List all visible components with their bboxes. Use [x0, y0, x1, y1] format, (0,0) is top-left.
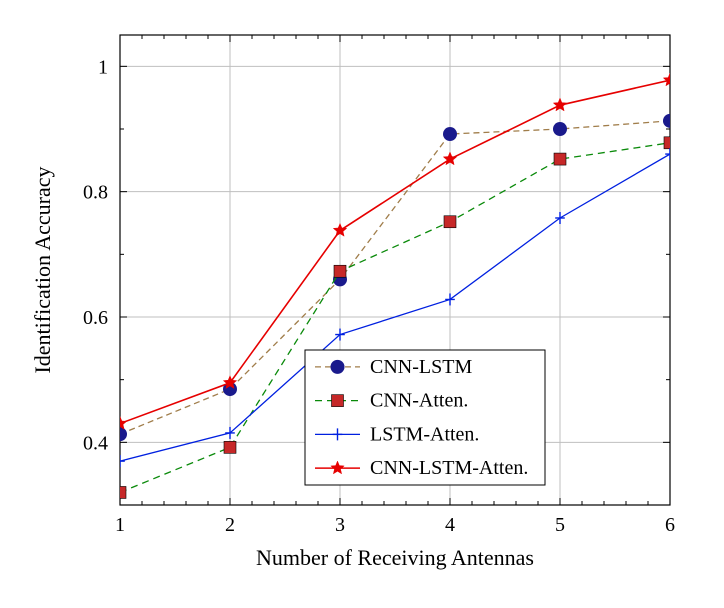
- legend-label: CNN-LSTM: [370, 356, 472, 378]
- line-chart: 1 2 3 4 5 6 0.4 0.6 0.8 1 Number of Receiving Ante…: [0, 0, 724, 608]
- chart-container: 1 2 3 4 5 6 0.4 0.6 0.8 1 Number of Receiving Ante…: [0, 0, 724, 608]
- legend-label: LSTM-Atten.: [370, 423, 479, 445]
- y-tick-label: 1: [98, 56, 108, 78]
- x-tick-label: 3: [335, 514, 345, 536]
- y-tick-label: 0.6: [83, 307, 108, 329]
- x-tick-label: 1: [115, 514, 125, 536]
- x-tick-label: 6: [665, 514, 675, 536]
- y-tick-label: 0.8: [83, 182, 108, 204]
- legend-label: CNN-LSTM-Atten.: [370, 457, 528, 479]
- y-axis-label: Identification Accuracy: [30, 166, 55, 373]
- legend-label: CNN-Atten.: [370, 390, 468, 412]
- x-tick-label: 4: [445, 514, 455, 536]
- x-tick-label: 2: [225, 514, 235, 536]
- x-tick-label: 5: [555, 514, 565, 536]
- y-tick-label: 0.4: [83, 432, 108, 454]
- legend: CNN-LSTM CNN-Atten. LSTM-Atten. CNN-LSTM-At…: [305, 350, 545, 485]
- x-axis-label: Number of Receiving Antennas: [256, 545, 534, 570]
